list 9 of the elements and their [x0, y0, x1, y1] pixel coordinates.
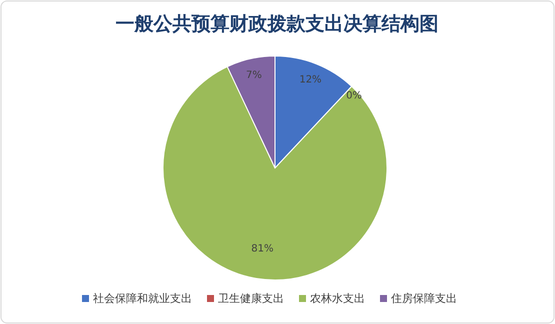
legend-label: 卫生健康支出	[218, 292, 284, 305]
legend-label: 住房保障支出	[391, 292, 457, 305]
legend-label: 农林水支出	[310, 292, 365, 305]
chart-title: 一般公共预算财政拨款支出决算结构图	[116, 13, 438, 35]
data-label: 12%	[299, 74, 322, 86]
legend-label: 社会保障和就业支出	[93, 292, 192, 305]
data-label: 81%	[251, 244, 274, 255]
data-label: 7%	[246, 70, 262, 81]
text: 0%	[346, 90, 362, 102]
